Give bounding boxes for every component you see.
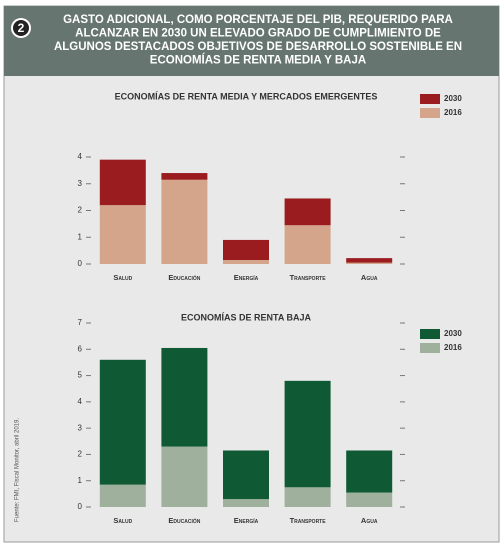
bar-segment <box>161 347 208 447</box>
x-tick-label: Transporte <box>290 516 327 525</box>
bar-segment <box>223 499 269 507</box>
source-note: Fuente: FMI, Fiscal Monitor, abril 2019. <box>15 418 21 522</box>
bar-segment <box>223 239 269 260</box>
y-tick-label: 7 <box>78 318 83 327</box>
bar-segment <box>99 484 146 507</box>
x-tick-label: Energía <box>234 516 259 525</box>
bar-segment <box>223 259 269 264</box>
y-tick-label: 1 <box>78 476 83 485</box>
chart-title: ECONOMÍAS DE RENTA BAJA <box>181 312 312 322</box>
bar-segment <box>161 179 208 264</box>
bar-segment <box>284 380 331 488</box>
legend-swatch <box>420 343 440 353</box>
badge-inner <box>13 20 29 36</box>
bar-segment <box>346 262 393 264</box>
header-title: GASTO ADICIONAL, COMO PORCENTAJE DEL PIB… <box>54 14 462 67</box>
y-tick-label: 0 <box>78 502 83 511</box>
x-tick-label: Educación <box>168 516 200 525</box>
y-tick-label: 4 <box>78 152 83 161</box>
legend-swatch <box>420 329 440 339</box>
y-tick-label: 3 <box>78 423 83 432</box>
bar-segment <box>161 446 208 507</box>
y-tick-label: 3 <box>78 179 83 188</box>
legend-swatch <box>420 94 440 104</box>
x-tick-label: Educación <box>168 273 200 282</box>
bar-segment <box>99 159 146 206</box>
legend-label: 2016 <box>444 108 462 117</box>
bar-segment <box>99 205 146 264</box>
x-tick-label: Agua <box>361 516 378 525</box>
bar-segment <box>346 258 393 263</box>
bar-segment <box>346 492 393 507</box>
chart-title: ECONOMÍAS DE RENTA MEDIA Y MERCADOS EMER… <box>115 91 378 101</box>
y-tick-label: 6 <box>78 344 83 353</box>
bar-segment <box>284 225 331 264</box>
badge-number: 2 <box>18 21 25 35</box>
header-band <box>4 6 499 76</box>
bar-segment <box>99 359 146 485</box>
x-tick-label: Salud <box>113 273 132 282</box>
bar-segment <box>223 450 269 500</box>
x-tick-label: Agua <box>361 273 378 282</box>
y-tick-label: 2 <box>78 206 83 215</box>
x-tick-label: Salud <box>113 516 132 525</box>
header-line: GASTO ADICIONAL, COMO PORCENTAJE DEL PIB… <box>63 14 453 26</box>
bar-segment <box>346 450 393 493</box>
legend-label: 2030 <box>444 329 462 338</box>
header-line: ALCANZAR EN 2030 UN ELEVADO GRADO DE CUM… <box>75 28 441 40</box>
y-tick-label: 2 <box>78 450 83 459</box>
y-tick-label: 5 <box>78 371 83 380</box>
bar-segment <box>161 173 208 180</box>
header-line: ECONOMÍAS DE RENTA MEDIA Y BAJA <box>150 54 366 67</box>
y-tick-label: 4 <box>78 397 83 406</box>
y-tick-label: 0 <box>78 259 83 268</box>
legend-label: 2016 <box>444 343 462 352</box>
x-tick-label: Transporte <box>290 273 327 282</box>
y-tick-label: 1 <box>78 232 83 241</box>
bar-segment <box>284 487 331 507</box>
x-tick-label: Energía <box>234 273 259 282</box>
legend-label: 2030 <box>444 94 462 103</box>
bar-segment <box>284 198 331 226</box>
legend-swatch <box>420 108 440 118</box>
header-line: ALGUNOS DESTACADOS OBJETIVOS DE DESARROL… <box>54 41 462 53</box>
